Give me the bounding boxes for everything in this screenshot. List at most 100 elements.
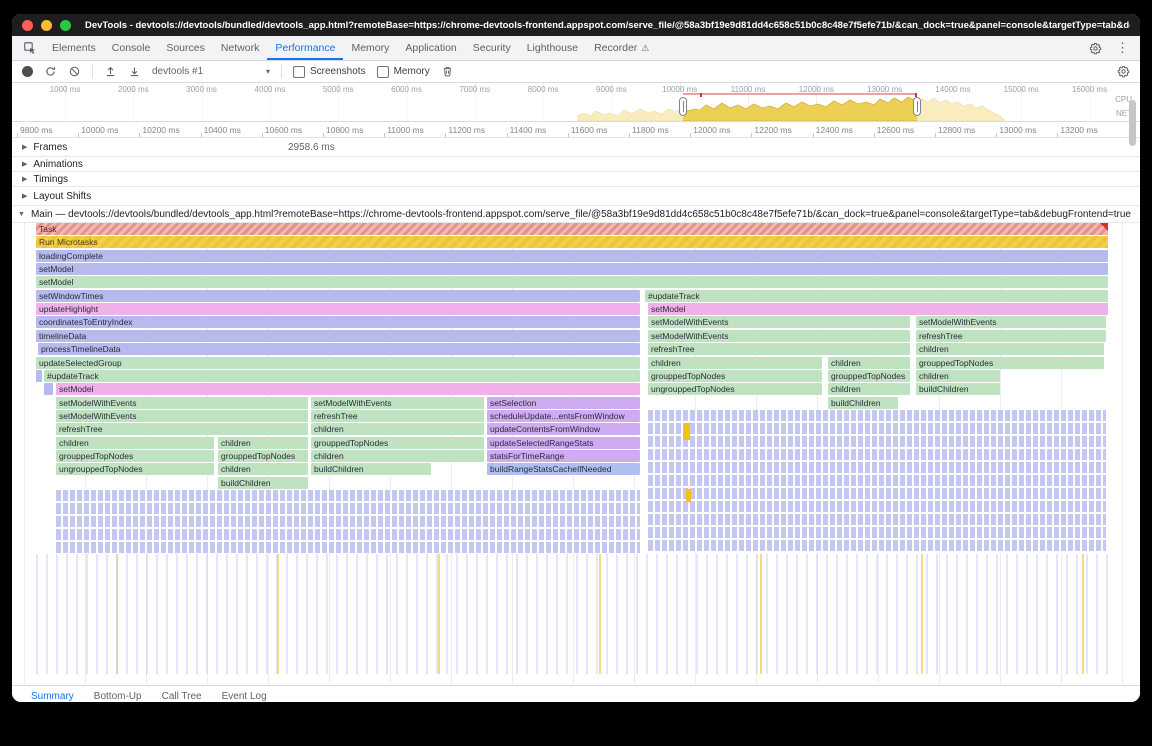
flame-bar-refreshtree[interactable]: refreshTree [56, 423, 308, 435]
flame-bar-grouppedtopnodes[interactable]: grouppedTopNodes [916, 357, 1104, 369]
tab-sources[interactable]: Sources [166, 42, 205, 54]
flame-bar-refreshtree[interactable]: refreshTree [916, 330, 1106, 342]
tab-memory[interactable]: Memory [351, 42, 390, 54]
tab-lighthouse[interactable]: Lighthouse [526, 42, 579, 54]
tab-console[interactable]: Console [111, 42, 151, 54]
flame-bar-statsfortimerange[interactable]: statsForTimeRange [487, 450, 640, 462]
tab-elements[interactable]: Elements [52, 42, 96, 54]
bottom-tab-bottom-up[interactable]: Bottom-Up [93, 690, 142, 702]
flame-bar-children[interactable]: children [648, 357, 822, 369]
track-main-header[interactable]: ▼ Main — devtools://devtools/bundled/dev… [12, 206, 1140, 223]
flame-bar-setmodelwithevents[interactable]: setModelWithEvents [648, 330, 910, 342]
memory-checkbox-box[interactable] [376, 65, 389, 78]
flame-bar-buildchildren[interactable]: buildChildren [218, 477, 308, 489]
flame-bar-setmodelwithevents[interactable]: setModelWithEvents [56, 410, 308, 422]
flame-bar-buildchildren[interactable]: buildChildren [311, 463, 431, 475]
flame-bar-setmodel[interactable]: setModel [36, 263, 1108, 275]
flame-chart[interactable]: Task Run Microtasks loadingComplete setMode… [12, 223, 1140, 685]
flame-bar-setmodelwithevents[interactable]: setModelWithEvents [916, 316, 1106, 328]
flame-bar-children[interactable]: children [916, 370, 1000, 382]
flame-bar-children[interactable]: children [916, 343, 1104, 355]
disclosure-arrow-icon[interactable]: ▼ [18, 210, 25, 218]
vertical-scrollbar[interactable] [1129, 94, 1136, 654]
screenshots-checkbox-box[interactable] [293, 65, 305, 78]
track-layout-shifts[interactable]: ▶ Layout Shifts [12, 187, 1140, 206]
flame-bar-coordinatestoentryindex[interactable]: coordinatesToEntryIndex [36, 316, 640, 328]
flame-bar-refreshtree[interactable]: refreshTree [648, 343, 910, 355]
flame-bar-children[interactable]: children [311, 423, 484, 435]
flame-bar[interactable] [36, 370, 42, 382]
flame-bar--updatetrack[interactable]: #updateTrack [44, 370, 640, 382]
track-timings[interactable]: ▶ Timings [12, 172, 1140, 187]
load-profile-button[interactable] [104, 65, 117, 78]
flame-bar-refreshtree[interactable]: refreshTree [311, 410, 484, 422]
flame-bar-buildchildren[interactable]: buildChildren [916, 383, 1000, 395]
disclosure-arrow-icon[interactable]: ▶ [22, 161, 28, 168]
flame-bar-setmodel[interactable]: setModel [648, 303, 1108, 315]
flame-bar-grouppedtopnodes[interactable]: grouppedTopNodes [218, 450, 308, 462]
flame-bar-updateselectedrangestats[interactable]: updateSelectedRangeStats [487, 437, 640, 449]
flame-bar-children[interactable]: children [828, 357, 910, 369]
flame-bar-children[interactable]: children [218, 463, 308, 475]
more-options-kebab-icon[interactable]: ⋮ [1116, 40, 1129, 55]
flame-bar-timelinedata[interactable]: timelineData [36, 330, 640, 342]
flame-bar-updatecontentsfromwindow[interactable]: updateContentsFromWindow [487, 423, 640, 435]
inspect-element-icon[interactable] [16, 36, 44, 60]
flame-bar-updateselectedgroup[interactable]: updateSelectedGroup [36, 357, 640, 369]
disclosure-arrow-icon[interactable]: ▶ [22, 193, 28, 200]
disclosure-arrow-icon[interactable]: ▶ [22, 176, 28, 183]
tab-security[interactable]: Security [472, 42, 511, 54]
flame-bar-grouppedtopnodes[interactable]: grouppedTopNodes [648, 370, 822, 382]
flame-bar-ungrouppedtopnodes[interactable]: ungrouppedTopNodes [648, 383, 822, 395]
flame-bar-children[interactable]: children [56, 437, 214, 449]
flame-bar-setmodel[interactable]: setModel [36, 276, 1108, 288]
tab-network[interactable]: Network [220, 42, 260, 54]
capture-settings-gear-icon[interactable] [1117, 65, 1130, 78]
tab-performance[interactable]: Performance [267, 36, 343, 60]
flame-bar-setmodelwithevents[interactable]: setModelWithEvents [648, 316, 910, 328]
flame-bar-setselection[interactable]: setSelection [487, 397, 640, 409]
track-frames[interactable]: ▶ Frames 2958.6 ms [12, 138, 1140, 157]
flame-bar-loadingcomplete[interactable]: loadingComplete [36, 250, 1108, 262]
memory-checkbox[interactable]: Memory [376, 65, 430, 78]
screenshots-checkbox[interactable]: Screenshots [293, 65, 366, 78]
flame-bar-children[interactable]: children [828, 383, 910, 395]
flame-bar[interactable] [44, 383, 53, 395]
history-select[interactable]: devtools #1 ▾ [152, 66, 270, 77]
flame-bar-run-microtasks[interactable]: Run Microtasks [36, 236, 1108, 248]
flame-bar-children[interactable]: children [311, 450, 484, 462]
delete-recording-trash-icon[interactable] [441, 65, 454, 78]
flame-bar-updatehighlight[interactable]: updateHighlight [36, 303, 640, 315]
flame-bar-grouppedtopnodes[interactable]: grouppedTopNodes [56, 450, 214, 462]
tab-recorder[interactable]: Recorder ⚠ [594, 42, 650, 54]
flame-bar-ungrouppedtopnodes[interactable]: ungrouppedTopNodes [56, 463, 214, 475]
flame-bar-setwindowtimes[interactable]: setWindowTimes [36, 290, 640, 302]
flame-bar-buildchildren[interactable]: buildChildren [828, 397, 898, 409]
scrollbar-thumb[interactable] [1129, 100, 1136, 146]
flame-bar-scheduleupdate-entsfromwindow[interactable]: scheduleUpdate...entsFromWindow [487, 410, 640, 422]
track-animations[interactable]: ▶ Animations [12, 157, 1140, 172]
selection-handle-right[interactable] [913, 97, 921, 116]
timeline-overview[interactable]: 1000 ms 2000 ms 3000 ms 4000 ms 5000 ms 6000 … [12, 83, 1140, 122]
flame-bar-buildrangestatscacheifneeded[interactable]: buildRangeStatsCacheIfNeeded [487, 463, 640, 475]
save-profile-button[interactable] [128, 65, 141, 78]
clear-recording-button[interactable] [68, 65, 81, 78]
flame-bar--updatetrack[interactable]: #updateTrack [645, 290, 1108, 302]
bottom-tab-summary[interactable]: Summary [22, 686, 83, 702]
disclosure-arrow-icon[interactable]: ▶ [22, 144, 28, 151]
flame-bar-processtimelinedata[interactable]: processTimelineData [38, 343, 640, 355]
reload-and-record-button[interactable] [44, 65, 57, 78]
record-button[interactable] [22, 66, 33, 77]
selection-handle-left[interactable] [679, 97, 687, 116]
minimize-window-button[interactable] [41, 19, 52, 31]
fullscreen-window-button[interactable] [60, 19, 71, 31]
flame-bar-task[interactable]: Task [36, 223, 1108, 235]
bottom-tab-call-tree[interactable]: Call Tree [161, 690, 202, 702]
flame-bar-setmodelwithevents[interactable]: setModelWithEvents [56, 397, 308, 409]
close-window-button[interactable] [22, 19, 33, 31]
tab-application[interactable]: Application [405, 42, 457, 54]
bottom-tab-event-log[interactable]: Event Log [221, 690, 267, 702]
flame-bar-children[interactable]: children [218, 437, 308, 449]
devtools-settings-gear-icon[interactable] [1082, 36, 1109, 60]
flame-bar-setmodelwithevents[interactable]: setModelWithEvents [311, 397, 484, 409]
